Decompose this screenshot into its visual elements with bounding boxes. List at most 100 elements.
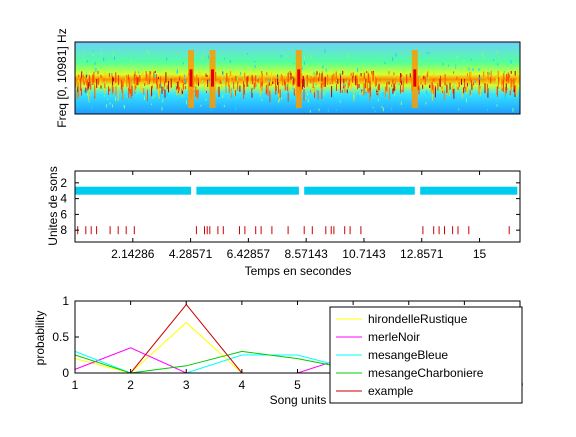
spectrogram-mark	[230, 71, 232, 83]
spectrogram-mark	[420, 61, 421, 64]
spectrogram-mark	[270, 81, 272, 86]
spectrogram-mark	[363, 72, 365, 80]
spectrogram-mark	[316, 89, 318, 93]
spectrogram-mark	[313, 62, 315, 65]
spectrogram-mark	[270, 72, 272, 84]
spectrogram-mark	[418, 75, 420, 78]
spectrogram-bright-core	[413, 69, 417, 87]
spectrogram-mark	[135, 78, 137, 89]
units-ytick-label: 8	[60, 223, 67, 237]
spectrogram-mark	[302, 75, 304, 79]
spectrogram-mark	[287, 84, 289, 87]
spectrogram-mark	[495, 86, 497, 90]
spectrogram-mark	[504, 71, 506, 73]
spectrogram-mark	[164, 81, 166, 87]
spectrogram-mark	[442, 85, 444, 94]
spectrogram-mark	[400, 80, 402, 85]
spectrogram-mark	[466, 84, 468, 94]
spectrogram-mark	[131, 85, 133, 96]
spectrogram-mark	[255, 75, 257, 82]
spectrogram-mark	[385, 87, 387, 91]
spectrogram-mark	[257, 78, 259, 83]
spectrogram-mark	[252, 89, 254, 93]
spectrogram-mark	[317, 90, 319, 100]
spectrogram-mark	[443, 90, 445, 101]
spectrogram-mark	[239, 85, 241, 92]
spectrogram-mark	[88, 100, 90, 103]
spectrogram-mark	[382, 92, 384, 97]
spectrogram-mark	[509, 90, 511, 96]
spectrogram-mark	[392, 79, 394, 85]
spectrogram-mark	[489, 72, 491, 75]
spectrogram-mark	[154, 102, 156, 105]
spectrogram-mark	[329, 77, 331, 79]
spectrogram-mark	[448, 64, 450, 67]
spectrogram-mark	[390, 97, 392, 99]
spectrogram-mark	[186, 100, 187, 105]
spectrogram-mark	[130, 59, 132, 64]
spectrogram-mark	[455, 67, 457, 69]
spectrogram-mark	[368, 73, 370, 83]
spectrogram-mark	[164, 89, 166, 98]
spectrogram-mark	[498, 57, 500, 59]
spectrogram-mark	[80, 77, 82, 87]
spectrogram-mark	[223, 105, 225, 108]
spectrogram-mark	[259, 87, 261, 97]
spectrogram-mark	[229, 60, 231, 63]
spectrogram-mark	[442, 90, 443, 93]
spectrogram-mark	[151, 103, 153, 105]
units-xtick-label: 8.57143	[284, 247, 328, 261]
spectrogram-mark	[163, 86, 165, 91]
spectrogram-mark	[275, 85, 277, 92]
spectrogram-mark	[316, 71, 318, 75]
spectrogram-mark	[450, 100, 452, 104]
spectrogram-mark	[249, 77, 251, 83]
spectrogram-mark	[136, 76, 138, 85]
units-xtick-label: 6.42857	[227, 247, 271, 261]
spectrogram-mark	[118, 75, 119, 86]
spectrogram-texture	[75, 49, 520, 113]
spectrogram-mark	[83, 77, 85, 82]
spectrogram-mark	[260, 81, 262, 87]
spectrogram-mark	[346, 78, 348, 82]
unit-3-segment	[75, 186, 191, 195]
spectrogram-mark	[91, 83, 93, 86]
spectrogram-mark	[112, 104, 113, 108]
spectrogram-mark	[425, 102, 427, 105]
spectrogram-mark	[139, 75, 141, 82]
spectrogram-mark	[514, 71, 516, 76]
spectrogram-mark	[387, 79, 389, 81]
spectrogram-mark	[176, 89, 178, 96]
spectrogram-mark	[479, 76, 481, 81]
spectrogram-mark	[253, 82, 255, 89]
spectrogram-mark	[318, 77, 320, 81]
spectrogram-mark	[287, 73, 289, 83]
spectrogram-mark	[510, 78, 512, 88]
spectrogram-mark	[313, 82, 315, 86]
spectrogram-mark	[244, 72, 246, 80]
spectrogram-mark	[154, 70, 156, 73]
spectrogram-mark	[121, 81, 123, 93]
spectrogram-mark	[344, 84, 346, 88]
spectrogram-mark	[417, 77, 419, 87]
spectrogram-mark	[101, 52, 102, 55]
unit-3-segment	[420, 186, 518, 195]
probability-xtick-label: 5	[294, 378, 301, 392]
spectrogram-mark	[243, 78, 245, 80]
spectrogram-mark	[468, 67, 470, 71]
spectrogram-mark	[346, 89, 348, 94]
spectrogram-mark	[367, 81, 369, 92]
spectrogram-mark	[393, 83, 395, 92]
spectrogram-mark	[392, 83, 394, 85]
spectrogram-mark	[496, 104, 498, 107]
spectrogram-mark	[344, 88, 346, 93]
spectrogram-mark	[393, 75, 395, 78]
spectrogram-mark	[168, 80, 169, 93]
spectrogram-mark	[506, 74, 508, 82]
spectrogram-mark	[313, 72, 315, 76]
spectrogram-mark	[484, 83, 486, 94]
spectrogram-mark	[461, 67, 462, 72]
spectrogram-mark	[78, 74, 80, 78]
spectrogram-mark	[394, 79, 396, 85]
spectrogram-mark	[145, 71, 147, 82]
